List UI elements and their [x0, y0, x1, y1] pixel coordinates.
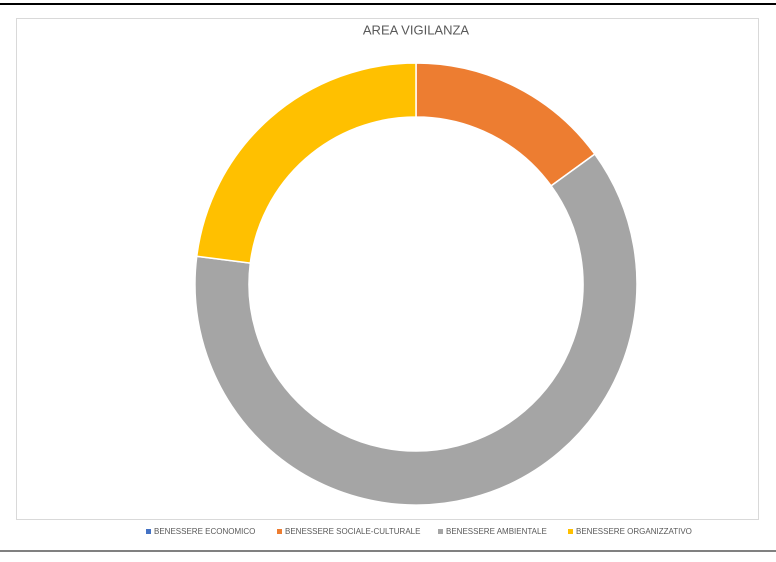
legend-swatch: [277, 529, 282, 534]
donut-segment: [195, 62, 417, 264]
legend-swatch: [568, 529, 573, 534]
legend-swatch: [146, 529, 151, 534]
legend-swatch: [438, 529, 443, 534]
legend-label: BENESSERE SOCIALE-CULTURALE: [285, 527, 420, 536]
donut-segment: [194, 153, 638, 506]
chart-title: AREA VIGILANZA: [363, 22, 470, 37]
legend-label: BENESSERE ECONOMICO: [154, 527, 255, 536]
legend-label: BENESSERE AMBIENTALE: [446, 527, 547, 536]
legend-label: BENESSERE ORGANIZZATIVO: [576, 527, 692, 536]
